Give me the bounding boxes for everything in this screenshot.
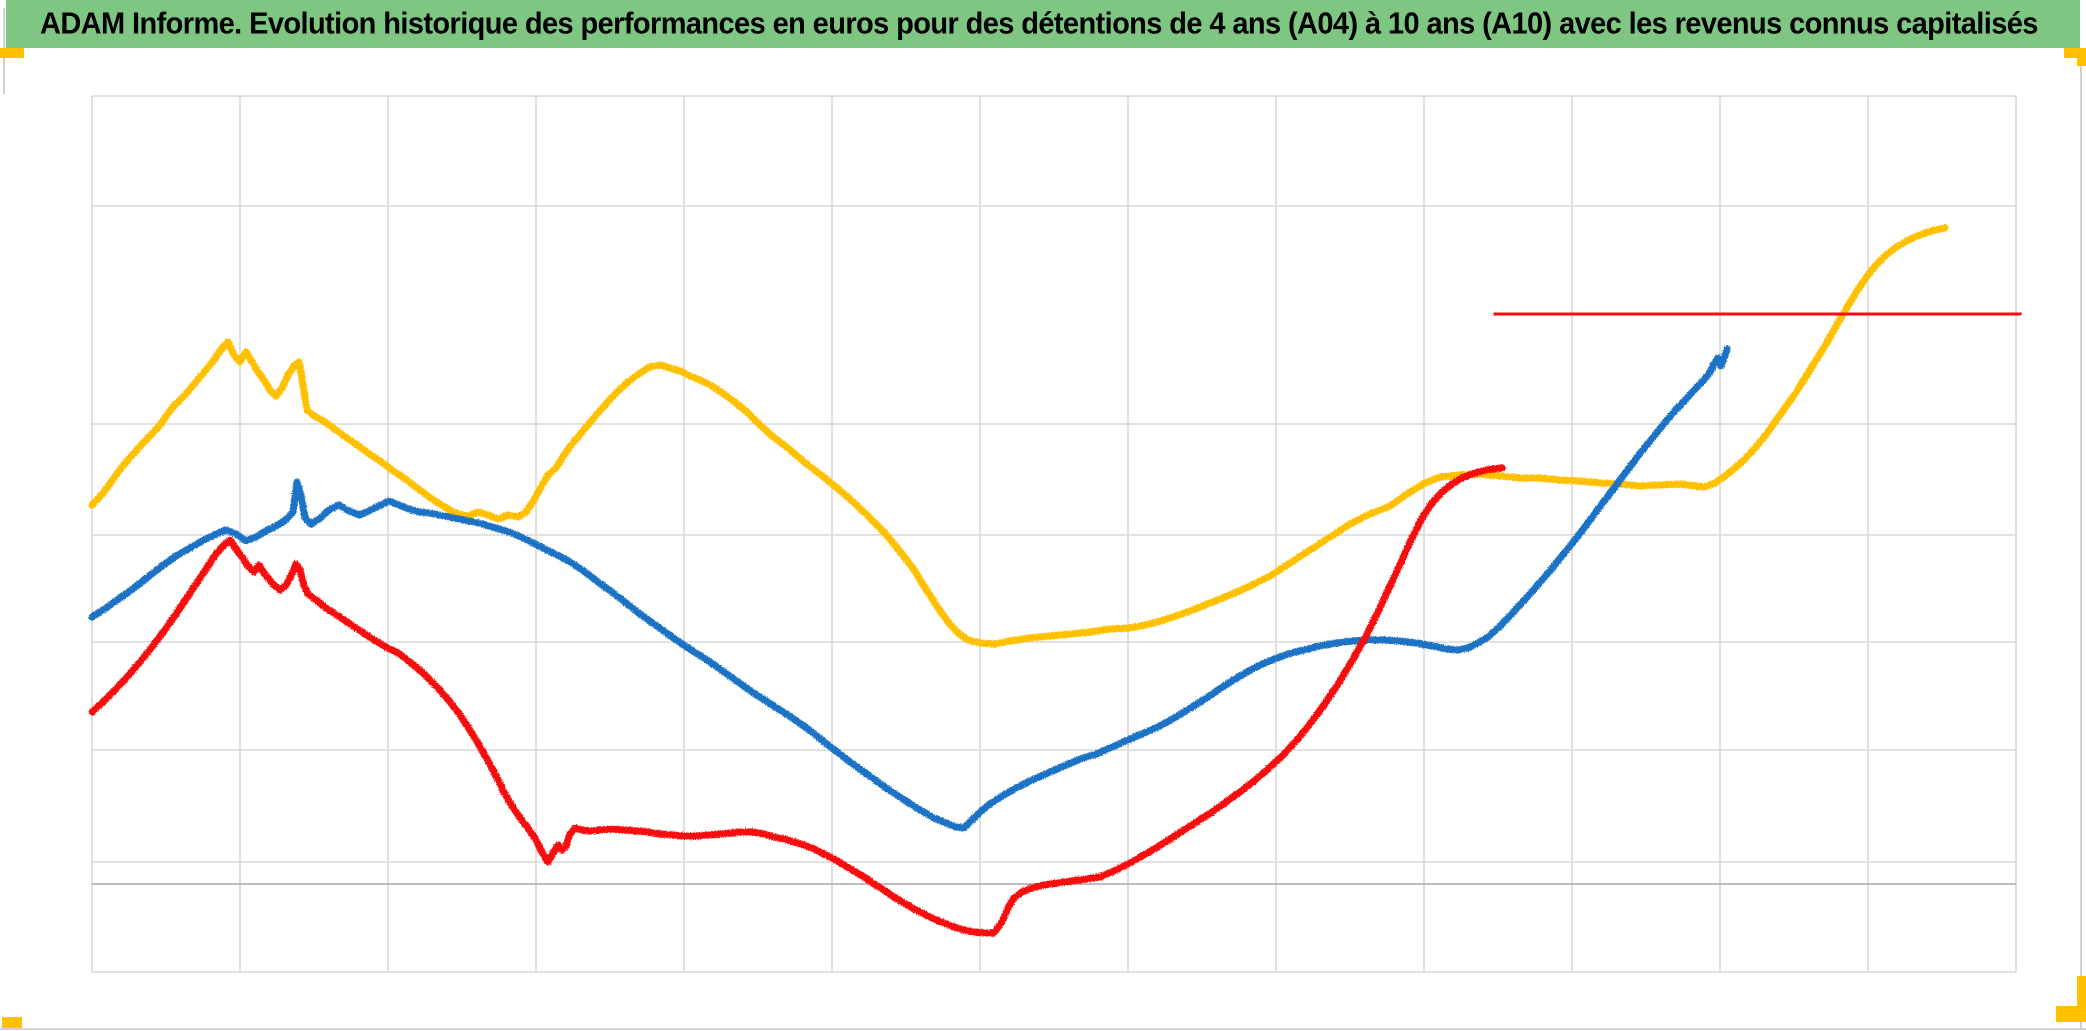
bottom-edge-line <box>0 1028 2086 1030</box>
series-blue-line <box>88 345 1731 832</box>
right-edge-line <box>2080 48 2082 1030</box>
performance-chart <box>88 95 2022 973</box>
data-series <box>88 224 2022 937</box>
yellow-accent-2 <box>2077 48 2086 66</box>
page-title: ADAM Informe. Evolution historique des p… <box>40 6 2038 41</box>
yellow-accent-3 <box>2077 976 2086 1022</box>
yellow-accent-1 <box>2064 48 2086 58</box>
yellow-accent-5 <box>2 1017 22 1028</box>
series-red-flat-line <box>1493 309 2022 319</box>
yellow-accent-0 <box>0 48 24 58</box>
gridlines <box>91 95 2017 973</box>
series-yellow-line <box>88 224 1949 648</box>
title-banner: ADAM Informe. Evolution historique des p… <box>6 0 2080 48</box>
series-red-line <box>88 464 1506 937</box>
yellow-accent-4 <box>2056 1006 2086 1022</box>
chart-area[interactable] <box>0 48 2086 1031</box>
